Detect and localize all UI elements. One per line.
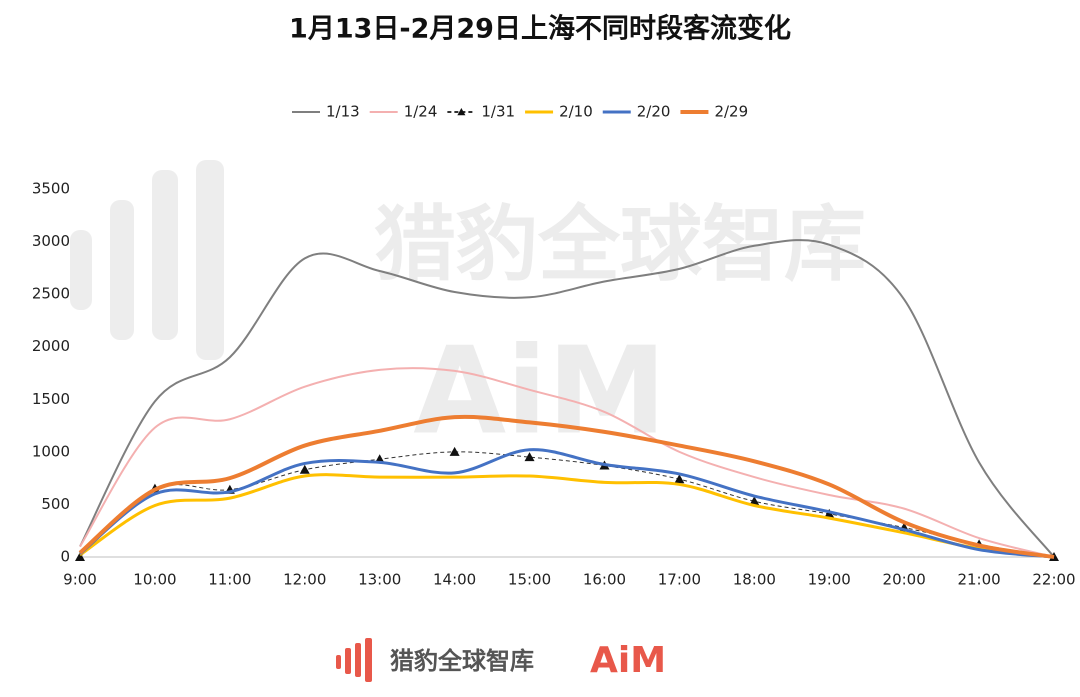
legend-label: 1/31 xyxy=(481,103,515,121)
brand-name: 猎豹全球智库 xyxy=(390,647,534,675)
series-line xyxy=(79,239,1055,558)
legend-marker xyxy=(457,108,466,116)
legend-label: 1/24 xyxy=(404,103,438,121)
series-line xyxy=(79,448,1055,559)
brand-icon xyxy=(336,638,372,682)
x-tick-label: 20:00 xyxy=(883,571,926,589)
series-marker xyxy=(449,446,460,456)
y-tick-label: 3500 xyxy=(32,180,70,198)
x-tick-label: 16:00 xyxy=(583,571,626,589)
legend-label: 2/20 xyxy=(637,103,671,121)
legend-label: 2/29 xyxy=(714,103,748,121)
legend-label: 1/13 xyxy=(326,103,360,121)
x-tick-label: 14:00 xyxy=(433,571,476,589)
legend-label: 2/10 xyxy=(559,103,593,121)
x-tick-label: 10:00 xyxy=(133,571,176,589)
series-marker xyxy=(674,474,685,484)
series-marker xyxy=(524,452,535,462)
x-tick-label: 11:00 xyxy=(208,571,251,589)
x-tick-label: 18:00 xyxy=(733,571,776,589)
x-tick-label: 12:00 xyxy=(283,571,326,589)
y-tick-label: 0 xyxy=(60,548,70,566)
watermark-text: 猎豹全球智库 xyxy=(374,197,866,292)
y-tick-label: 500 xyxy=(41,495,70,513)
x-tick-label: 19:00 xyxy=(808,571,851,589)
x-tick-label: 15:00 xyxy=(508,571,551,589)
brand-logo: AiM xyxy=(590,640,666,681)
x-tick-label: 13:00 xyxy=(358,571,401,589)
chart-title: 1月13日-2月29日上海不同时段客流变化 xyxy=(289,13,791,45)
y-tick-label: 3000 xyxy=(32,232,70,250)
y-tick-label: 2500 xyxy=(32,285,70,303)
series-marker xyxy=(824,508,835,518)
series-marker xyxy=(749,496,760,506)
series-line xyxy=(79,473,1055,559)
series-line xyxy=(78,414,1055,559)
series-line xyxy=(79,451,1055,558)
x-tick-label: 21:00 xyxy=(957,571,1000,589)
watermark-icon xyxy=(70,160,224,360)
y-tick-label: 1500 xyxy=(32,390,70,408)
y-tick-label: 2000 xyxy=(32,337,70,355)
series-marker xyxy=(299,464,310,474)
x-tick-label: 17:00 xyxy=(658,571,701,589)
y-tick-label: 1000 xyxy=(32,442,70,460)
series-line xyxy=(79,367,1055,558)
x-tick-label: 22:00 xyxy=(1032,571,1075,589)
x-tick-label: 9:00 xyxy=(63,571,97,589)
series-marker xyxy=(75,552,85,561)
